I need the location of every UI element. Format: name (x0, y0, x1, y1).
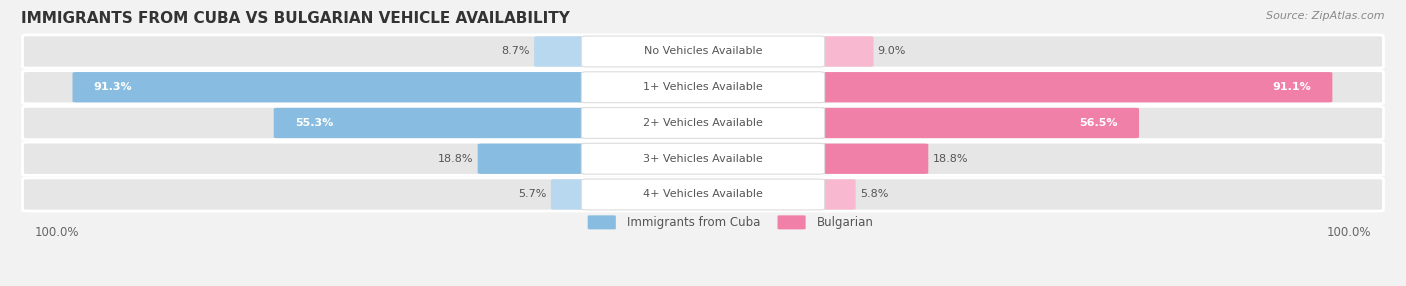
FancyBboxPatch shape (551, 179, 591, 210)
FancyBboxPatch shape (815, 144, 928, 174)
FancyBboxPatch shape (582, 36, 824, 67)
Text: Source: ZipAtlas.com: Source: ZipAtlas.com (1267, 11, 1385, 21)
FancyBboxPatch shape (582, 72, 824, 103)
FancyBboxPatch shape (22, 142, 1384, 175)
Text: 56.5%: 56.5% (1080, 118, 1118, 128)
FancyBboxPatch shape (22, 35, 1384, 68)
FancyBboxPatch shape (22, 178, 1384, 211)
Text: 100.0%: 100.0% (35, 226, 80, 239)
Text: 3+ Vehicles Available: 3+ Vehicles Available (643, 154, 763, 164)
FancyBboxPatch shape (815, 72, 1333, 102)
Text: 100.0%: 100.0% (1326, 226, 1371, 239)
FancyBboxPatch shape (22, 106, 1384, 140)
FancyBboxPatch shape (815, 179, 856, 210)
FancyBboxPatch shape (582, 143, 824, 174)
Text: Immigrants from Cuba: Immigrants from Cuba (627, 216, 761, 229)
Text: 5.8%: 5.8% (860, 190, 889, 199)
FancyBboxPatch shape (588, 215, 616, 229)
Text: No Vehicles Available: No Vehicles Available (644, 47, 762, 56)
Text: 1+ Vehicles Available: 1+ Vehicles Available (643, 82, 763, 92)
Text: 91.3%: 91.3% (94, 82, 132, 92)
FancyBboxPatch shape (815, 36, 873, 67)
FancyBboxPatch shape (274, 108, 591, 138)
FancyBboxPatch shape (22, 71, 1384, 104)
FancyBboxPatch shape (582, 108, 824, 138)
FancyBboxPatch shape (778, 215, 806, 229)
Text: Bulgarian: Bulgarian (817, 216, 873, 229)
Text: 18.8%: 18.8% (439, 154, 474, 164)
FancyBboxPatch shape (73, 72, 591, 102)
Text: 5.7%: 5.7% (519, 190, 547, 199)
FancyBboxPatch shape (815, 108, 1139, 138)
FancyBboxPatch shape (478, 144, 591, 174)
FancyBboxPatch shape (582, 179, 824, 210)
Text: 91.1%: 91.1% (1272, 82, 1312, 92)
Text: 9.0%: 9.0% (877, 47, 905, 56)
Text: 55.3%: 55.3% (295, 118, 333, 128)
Text: 8.7%: 8.7% (502, 47, 530, 56)
Text: IMMIGRANTS FROM CUBA VS BULGARIAN VEHICLE AVAILABILITY: IMMIGRANTS FROM CUBA VS BULGARIAN VEHICL… (21, 11, 569, 26)
FancyBboxPatch shape (534, 36, 591, 67)
Text: 18.8%: 18.8% (932, 154, 967, 164)
Text: 2+ Vehicles Available: 2+ Vehicles Available (643, 118, 763, 128)
Text: 4+ Vehicles Available: 4+ Vehicles Available (643, 190, 763, 199)
